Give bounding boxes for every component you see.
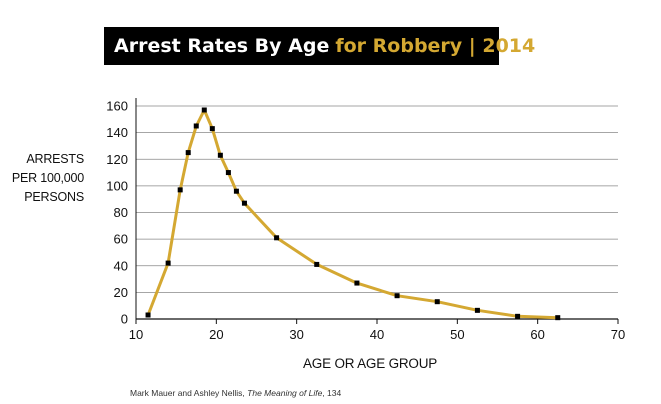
x-tick-label-60: 60	[530, 327, 544, 342]
data-point-0-12	[314, 261, 320, 267]
data-point-0-17	[515, 313, 521, 319]
data-point-0-8	[225, 170, 231, 176]
x-tick-label-70: 70	[611, 327, 625, 342]
chart-title-bar: Arrest Rates By Age for Robbery | 2014	[104, 27, 535, 65]
y-tick-label-160: 160	[106, 99, 128, 114]
data-point-0-16	[474, 307, 480, 313]
data-point-0-14	[394, 293, 400, 299]
chart-title-accent: for Robbery | 2014	[335, 35, 536, 57]
chart-title: Arrest Rates By Age	[114, 35, 330, 57]
y-tick-label-120: 120	[106, 152, 128, 167]
data-point-0-6	[209, 126, 215, 132]
data-point-0-1	[165, 260, 171, 266]
data-point-0-9	[233, 188, 239, 194]
source-prefix: Mark Mauer and Ashley Nellis,	[130, 388, 248, 398]
data-point-0-7	[217, 152, 223, 158]
y-tick-label-140: 140	[106, 125, 128, 140]
data-point-0-2	[177, 187, 183, 193]
x-tick-label-20: 20	[209, 327, 223, 342]
data-point-0-13	[354, 280, 360, 286]
y-tick-label-40: 40	[114, 258, 128, 273]
source-suffix: , 134	[322, 388, 342, 398]
x-tick-label-40: 40	[370, 327, 384, 342]
source-book-title: The Meaning of Life	[247, 388, 323, 398]
data-point-0-10	[241, 200, 247, 206]
y-tick-label-100: 100	[106, 178, 128, 193]
y-axis-label-line-2: PER 100,000	[11, 171, 84, 185]
y-axis-label-line-1: ARRESTS	[26, 152, 84, 166]
source-citation: Mark Mauer and Ashley Nellis, The Meanin…	[130, 388, 341, 398]
y-axis-label: ARRESTS PER 100,000 PERSONS	[8, 150, 84, 207]
data-point-0-3	[185, 150, 191, 156]
data-point-0-15	[434, 299, 440, 305]
x-tick-label-30: 30	[289, 327, 303, 342]
y-axis-label-line-3: PERSONS	[24, 190, 84, 204]
y-tick-label-80: 80	[114, 205, 128, 220]
y-tick-label-20: 20	[114, 285, 128, 300]
data-point-0-11	[274, 235, 280, 241]
y-tick-label-60: 60	[114, 232, 128, 247]
data-point-0-4	[193, 123, 199, 129]
x-tick-label-10: 10	[129, 327, 143, 342]
data-point-0-0	[145, 312, 151, 318]
data-point-0-5	[201, 107, 207, 113]
series-line-0	[146, 108, 560, 320]
x-axis-label: AGE OR AGE GROUP	[303, 356, 438, 371]
y-tick-label-0: 0	[121, 312, 128, 327]
x-tick-label-50: 50	[450, 327, 464, 342]
data-point-0-18	[555, 315, 561, 321]
